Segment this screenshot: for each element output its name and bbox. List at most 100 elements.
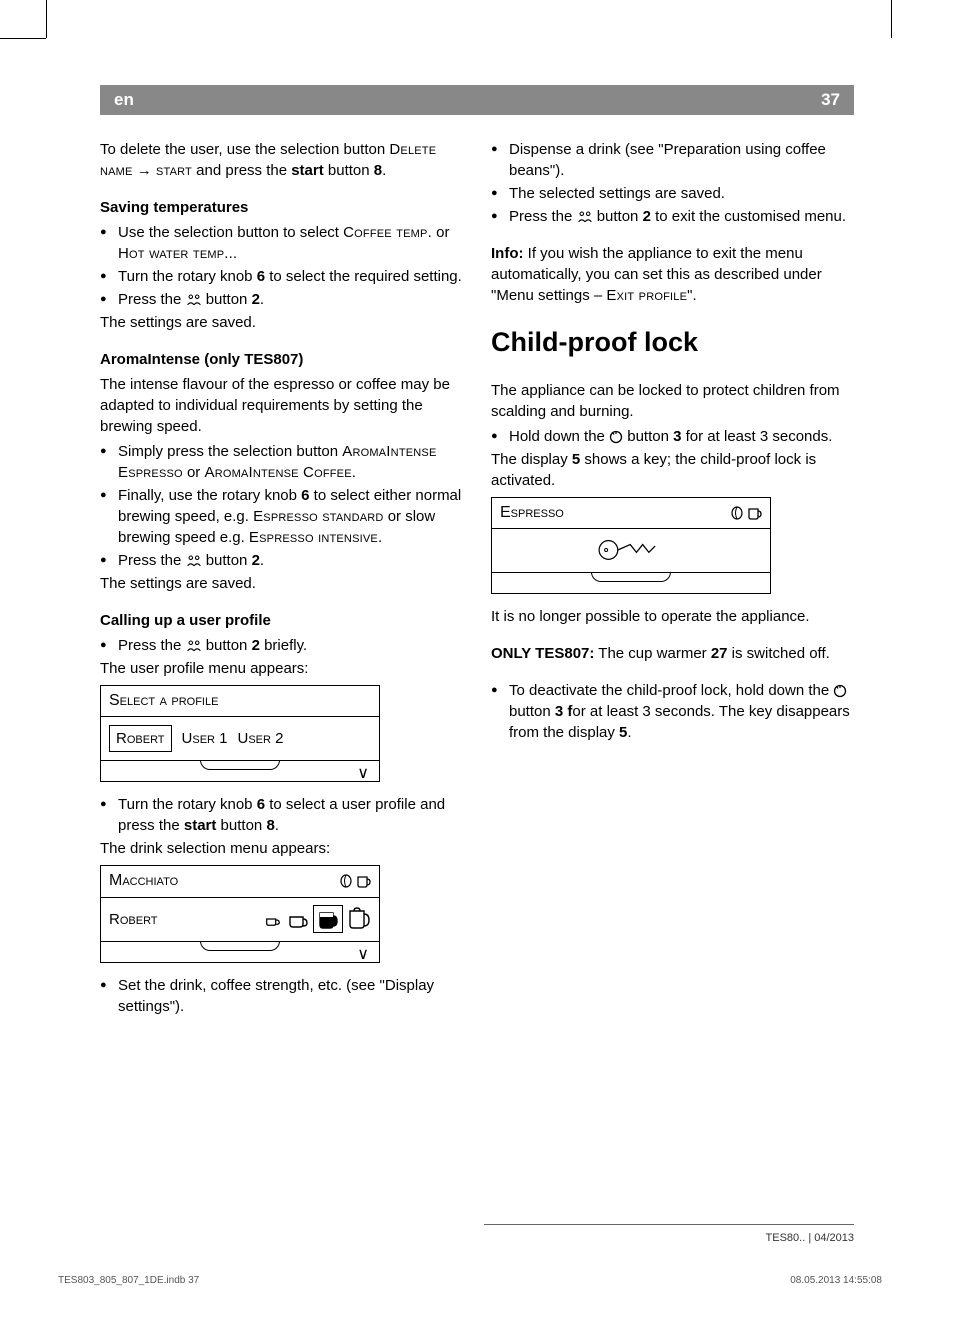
- key-icon: [596, 535, 666, 565]
- text: To delete the user, use the selection bu…: [100, 141, 389, 158]
- aroma-heading: AromaIntense (only TES807): [100, 349, 463, 370]
- text-smallcaps: AromaIntense Coffee: [204, 464, 351, 481]
- text-smallcaps: start: [156, 162, 192, 179]
- cup-small-icon: [263, 910, 283, 928]
- text: to select the required setting.: [265, 268, 462, 285]
- text: button: [623, 428, 673, 445]
- text-smallcaps: Espresso intensive: [249, 529, 378, 546]
- text: or: [183, 464, 205, 481]
- text: Press the: [509, 208, 577, 225]
- aroma-paragraph: The intense flavour of the espresso or c…: [100, 374, 463, 437]
- display-title: Macchiato: [109, 870, 178, 892]
- list-item: Press the button 2 briefly.: [100, 635, 463, 656]
- cup-selected: [313, 905, 343, 933]
- text: button: [202, 291, 252, 308]
- text: The cup warmer: [594, 645, 710, 662]
- text-bold: 27: [711, 645, 728, 662]
- arc-icon: [200, 760, 280, 770]
- child-proof-heading: Child-proof lock: [491, 324, 854, 362]
- text: Finally, use the rotary knob: [118, 487, 301, 504]
- text-bold: 8: [374, 162, 382, 179]
- list-item: Simply press the selection button AromaI…: [100, 441, 463, 483]
- text: button: [593, 208, 643, 225]
- milk-icon: [833, 684, 847, 698]
- text: for at least 3 seconds.: [681, 428, 832, 445]
- page-container: en 37 To delete the user, use the select…: [0, 0, 954, 1318]
- text-bold: start: [184, 817, 217, 834]
- text-bold: 6: [257, 796, 265, 813]
- list-item: Use the selection button to select Coffe…: [100, 222, 463, 264]
- cup-med-icon: [287, 909, 309, 929]
- text-bold: ONLY TES807:: [491, 645, 594, 662]
- header-page: 37: [821, 88, 840, 112]
- text: button: [202, 637, 252, 654]
- text-bold: 8: [266, 817, 274, 834]
- text: Press the: [118, 637, 186, 654]
- calling-list: Press the button 2 briefly.: [100, 635, 463, 656]
- text: to exit the customised menu.: [651, 208, 846, 225]
- drink-menu-appears: The drink selection menu appears:: [100, 838, 463, 859]
- list-item: The selected settings are saved.: [491, 183, 854, 204]
- text-smallcaps: Coffee temp.: [343, 224, 432, 241]
- list-item: Press the button 2.: [100, 550, 463, 571]
- delete-user-paragraph: To delete the user, use the selection bu…: [100, 139, 463, 181]
- list-item: To deactivate the child-proof lock, hold…: [491, 680, 854, 743]
- list-item: Dispense a drink (see "Preparation using…: [491, 139, 854, 181]
- text-bold: start: [291, 162, 324, 179]
- text: .: [382, 162, 386, 179]
- cup-xl-icon: [347, 907, 371, 931]
- indb-footer: TES803_805_807_1DE.indb 37 08.05.2013 14…: [58, 1274, 882, 1288]
- list-item: Press the button 2.: [100, 289, 463, 310]
- profile-option: User 1: [182, 728, 228, 749]
- cup-large-icon: [317, 908, 339, 930]
- footer-model: TES80.. | 04/2013: [484, 1224, 854, 1246]
- text-smallcaps: Hot water temp.: [118, 245, 229, 262]
- display-title-row: Espresso: [492, 498, 770, 529]
- saving-list: Use the selection button to select Coffe…: [100, 222, 463, 310]
- text: Simply press the selection button: [118, 443, 342, 460]
- text: ..: [229, 245, 237, 262]
- text: button: [216, 817, 266, 834]
- chevron-down-icon: ∨: [357, 763, 369, 785]
- display-title-row: Select a profile: [101, 686, 379, 717]
- text: .: [275, 817, 279, 834]
- milk-icon: [609, 430, 623, 444]
- display-title: Select a profile: [109, 690, 218, 712]
- display-bottom-row: ∨: [101, 942, 379, 962]
- display-macchiato: Macchiato Robert: [100, 865, 380, 962]
- arc-icon: [591, 572, 671, 582]
- text-bold: 2: [643, 208, 651, 225]
- content-columns: To delete the user, use the selection bu…: [100, 139, 854, 1019]
- text: or: [432, 224, 450, 241]
- profile-icon: [186, 637, 202, 654]
- settings-saved: The settings are saved.: [100, 312, 463, 333]
- text: and press the: [196, 162, 291, 179]
- header-lang: en: [114, 88, 134, 112]
- text: Press the: [118, 291, 186, 308]
- display-select-profile: Select a profile Robert User 1 User 2 ∨: [100, 685, 380, 782]
- display-shows-key: The display 5 shows a key; the child-pro…: [491, 449, 854, 491]
- text: The display: [491, 451, 572, 468]
- text-bold: Info:: [491, 245, 523, 262]
- display-title: Espresso: [500, 502, 564, 524]
- display-bottom-row: ∨: [101, 761, 379, 781]
- display-title-row: Macchiato: [101, 866, 379, 897]
- text: .: [260, 552, 264, 569]
- text: Turn the rotary knob: [118, 268, 257, 285]
- display-espresso-lock: Espresso: [491, 497, 771, 594]
- calling-heading: Calling up a user profile: [100, 610, 463, 631]
- list-item: Turn the rotary knob 6 to select the req…: [100, 266, 463, 287]
- text: .: [352, 464, 356, 481]
- text: .: [260, 291, 264, 308]
- column-right: Dispense a drink (see "Preparation using…: [491, 139, 854, 1019]
- set-drink-list: Set the drink, coffee strength, etc. (se…: [100, 975, 463, 1017]
- text: ".: [687, 287, 697, 304]
- text: button: [509, 703, 555, 720]
- rotary-list: Turn the rotary knob 6 to select a user …: [100, 794, 463, 836]
- header-bar: en 37: [100, 85, 854, 115]
- text-bold: 6: [257, 268, 265, 285]
- display-bottom-row: [492, 573, 770, 593]
- profile-name: Robert: [109, 909, 158, 930]
- text: Press the: [118, 552, 186, 569]
- text: .: [378, 529, 382, 546]
